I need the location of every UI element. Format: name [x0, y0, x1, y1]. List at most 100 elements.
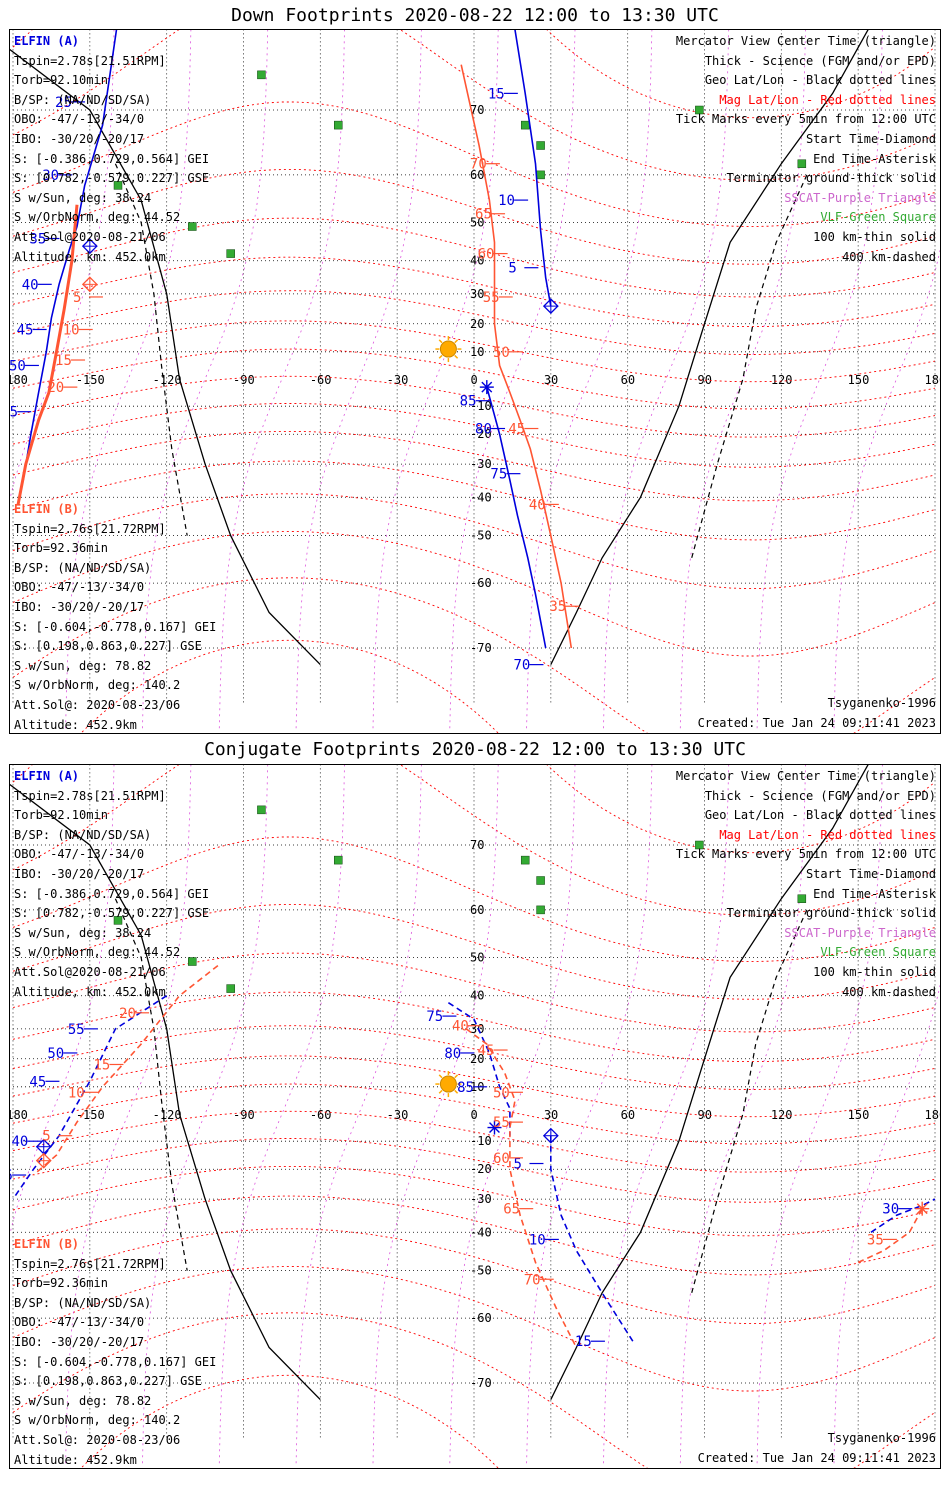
lat-tick-label: -50 — [470, 529, 492, 543]
conj-legend: Mercator View Center Time (triangle) Thi… — [676, 767, 936, 1002]
sat-a-track — [514, 30, 552, 307]
mag-meridian — [65, 30, 192, 729]
lon-tick-label: 60 — [621, 1108, 635, 1122]
sat-a-line: S: [-0.386,0.729,0.564] GEI — [14, 151, 210, 166]
mag-parallel — [12, 1110, 936, 1173]
sat-b-line: S w/Sun, deg: 78.82 — [14, 1393, 152, 1408]
sat-b-tick-label: 65 — [503, 1202, 520, 1218]
sat-b-tick-label: 45 — [478, 1043, 495, 1059]
legend-item: 400 km-dashed — [842, 984, 936, 999]
mag-parallel — [12, 1312, 936, 1468]
mag-parallel — [80, 1374, 499, 1468]
sat-b-tick-label: 5 — [73, 290, 81, 306]
sat-b-track — [460, 64, 573, 649]
sat-b-line: S w/OrbNorm, deg: 140.2 — [14, 678, 181, 693]
sat-b-end-asterisk — [916, 1203, 928, 1215]
lon-tick-label: 30 — [544, 373, 558, 387]
sat-a-tick-label: 10 — [498, 193, 515, 209]
lon-tick-label: -180 — [10, 373, 28, 387]
sat-a-tick-label: 55 — [10, 405, 18, 421]
mag-meridian — [218, 765, 345, 1464]
legend-item: Mercator View Center Time (triangle) — [675, 34, 936, 48]
sat-a-line: OBO: -47/-13/-34/0 — [14, 847, 145, 862]
mag-meridian — [449, 765, 576, 1464]
lat-tick-label: -40 — [470, 1225, 492, 1239]
mag-parallel — [12, 460, 936, 541]
lon-tick-label: 0 — [471, 1108, 478, 1122]
sun-ray — [454, 1074, 459, 1079]
down-footprints-map: -180-150-120-90-60-300306090120150180706… — [9, 29, 941, 734]
sat-b-tick-label: 40 — [452, 1019, 469, 1035]
vlf-station-marker — [188, 957, 197, 966]
lat-tick-label: 10 — [470, 345, 484, 359]
mag-meridian — [603, 765, 730, 1464]
lat-tick-label: 50 — [470, 950, 484, 964]
legend-item: End Time-Asterisk — [813, 151, 936, 166]
lon-tick-label: 180 — [925, 373, 942, 387]
sat-b-line: IBO: -30/20/-20/17 — [14, 599, 145, 614]
sat-a-line: S: [0.782,-0.579,0.227] GSE — [14, 171, 210, 186]
lat-tick-label: 20 — [470, 317, 484, 331]
down-sat-b-info: ELFIN (B) Tspin=2.76s[21.72RPM] Torb=92.… — [14, 500, 216, 733]
mag-parallel — [12, 952, 936, 1033]
vlf-station-marker — [257, 805, 266, 815]
legend-item: Thick - Science (FGM and/or EPD) — [704, 788, 936, 803]
mag-meridian — [10, 30, 115, 501]
mag-meridian — [833, 983, 940, 1464]
sat-b-track — [16, 204, 79, 505]
mag-meridian — [833, 248, 940, 729]
terminator-line — [10, 48, 321, 666]
lon-tick-label: -180 — [10, 1108, 28, 1122]
mag-parallel — [12, 290, 936, 355]
sat-a-tick-label: 35 — [10, 1168, 13, 1184]
sat-b-track — [465, 1028, 578, 1348]
mag-meridian — [603, 30, 730, 729]
sat-b-name: ELFIN (B) — [14, 502, 80, 516]
lon-tick-label: -120 — [153, 1108, 182, 1122]
legend-item: Thick - Science (FGM and/or EPD) — [704, 53, 936, 68]
sat-b-line: IBO: -30/20/-20/17 — [14, 1334, 145, 1349]
mag-parallel — [12, 1195, 936, 1276]
sat-b-name: ELFIN (B) — [14, 1237, 80, 1251]
sat-b-line: Att.Sol@: 2020-08-23/06 — [14, 697, 181, 712]
sat-a-line: Tspin=2.78s[21.51RPM] — [14, 53, 166, 68]
sat-b-line: S w/OrbNorm, deg: 140.2 — [14, 1413, 181, 1428]
vlf-station-marker — [536, 905, 545, 915]
lat-tick-label: -10 — [470, 399, 492, 413]
mag-parallel — [12, 101, 936, 227]
mag-parallel — [12, 217, 936, 298]
sat-a-tick-label: 85 — [457, 1080, 474, 1096]
sat-b-line: Tspin=2.76s[21.72RPM] — [14, 1256, 166, 1271]
sat-b-line: Tspin=2.76s[21.72RPM] — [14, 521, 166, 536]
down-model-label: Tsyganenko-1996 — [827, 696, 936, 710]
conj-sat-a-info: ELFIN (A) Tspin=2.78s[21.51RPM] Torb=92.… — [14, 767, 209, 1002]
lon-tick-label: 0 — [471, 373, 478, 387]
sat-b-line: B/SP: (NA/ND/SD/SA) — [14, 1295, 152, 1310]
lat-tick-label: 20 — [470, 1052, 484, 1066]
vlf-station-marker — [797, 159, 807, 168]
lat-tick-label: -20 — [470, 427, 492, 441]
vlf-station-marker — [257, 70, 266, 80]
sat-a-tick-label: 5 — [508, 261, 516, 277]
sat-b-line: S: [0.198,0.863,0.227] GSE — [14, 639, 202, 654]
sat-a-tick-label: 30 — [882, 1202, 899, 1218]
sat-a-tick-label: 25 — [55, 95, 72, 111]
sat-b-tick-label: 20 — [47, 380, 64, 396]
mag-parallel — [12, 531, 936, 657]
legend-item: Mag Lat/Lon - Red dotted lines — [719, 92, 936, 107]
vlf-station-marker — [113, 181, 123, 190]
sat-a-line: S w/OrbNorm, deg: 44.52 — [14, 210, 181, 225]
lon-tick-label: -120 — [153, 373, 182, 387]
lat-tick-label: 60 — [470, 903, 484, 917]
sat-a-line: OBO: -47/-13/-34/0 — [14, 112, 145, 127]
sat-a-line: S: [-0.386,0.729,0.564] GEI — [14, 886, 210, 901]
mag-parallel — [12, 320, 936, 383]
sat-b-tick-label: 55 — [493, 1115, 510, 1131]
sat-a-start-diamond — [542, 1127, 559, 1144]
lat-tick-label: 70 — [470, 838, 484, 852]
terminator-400km — [114, 898, 188, 1271]
mag-meridian — [218, 30, 345, 729]
sat-a-end-asterisk — [489, 1122, 500, 1133]
mag-meridian — [756, 765, 883, 1464]
lat-tick-label: -60 — [470, 576, 492, 590]
